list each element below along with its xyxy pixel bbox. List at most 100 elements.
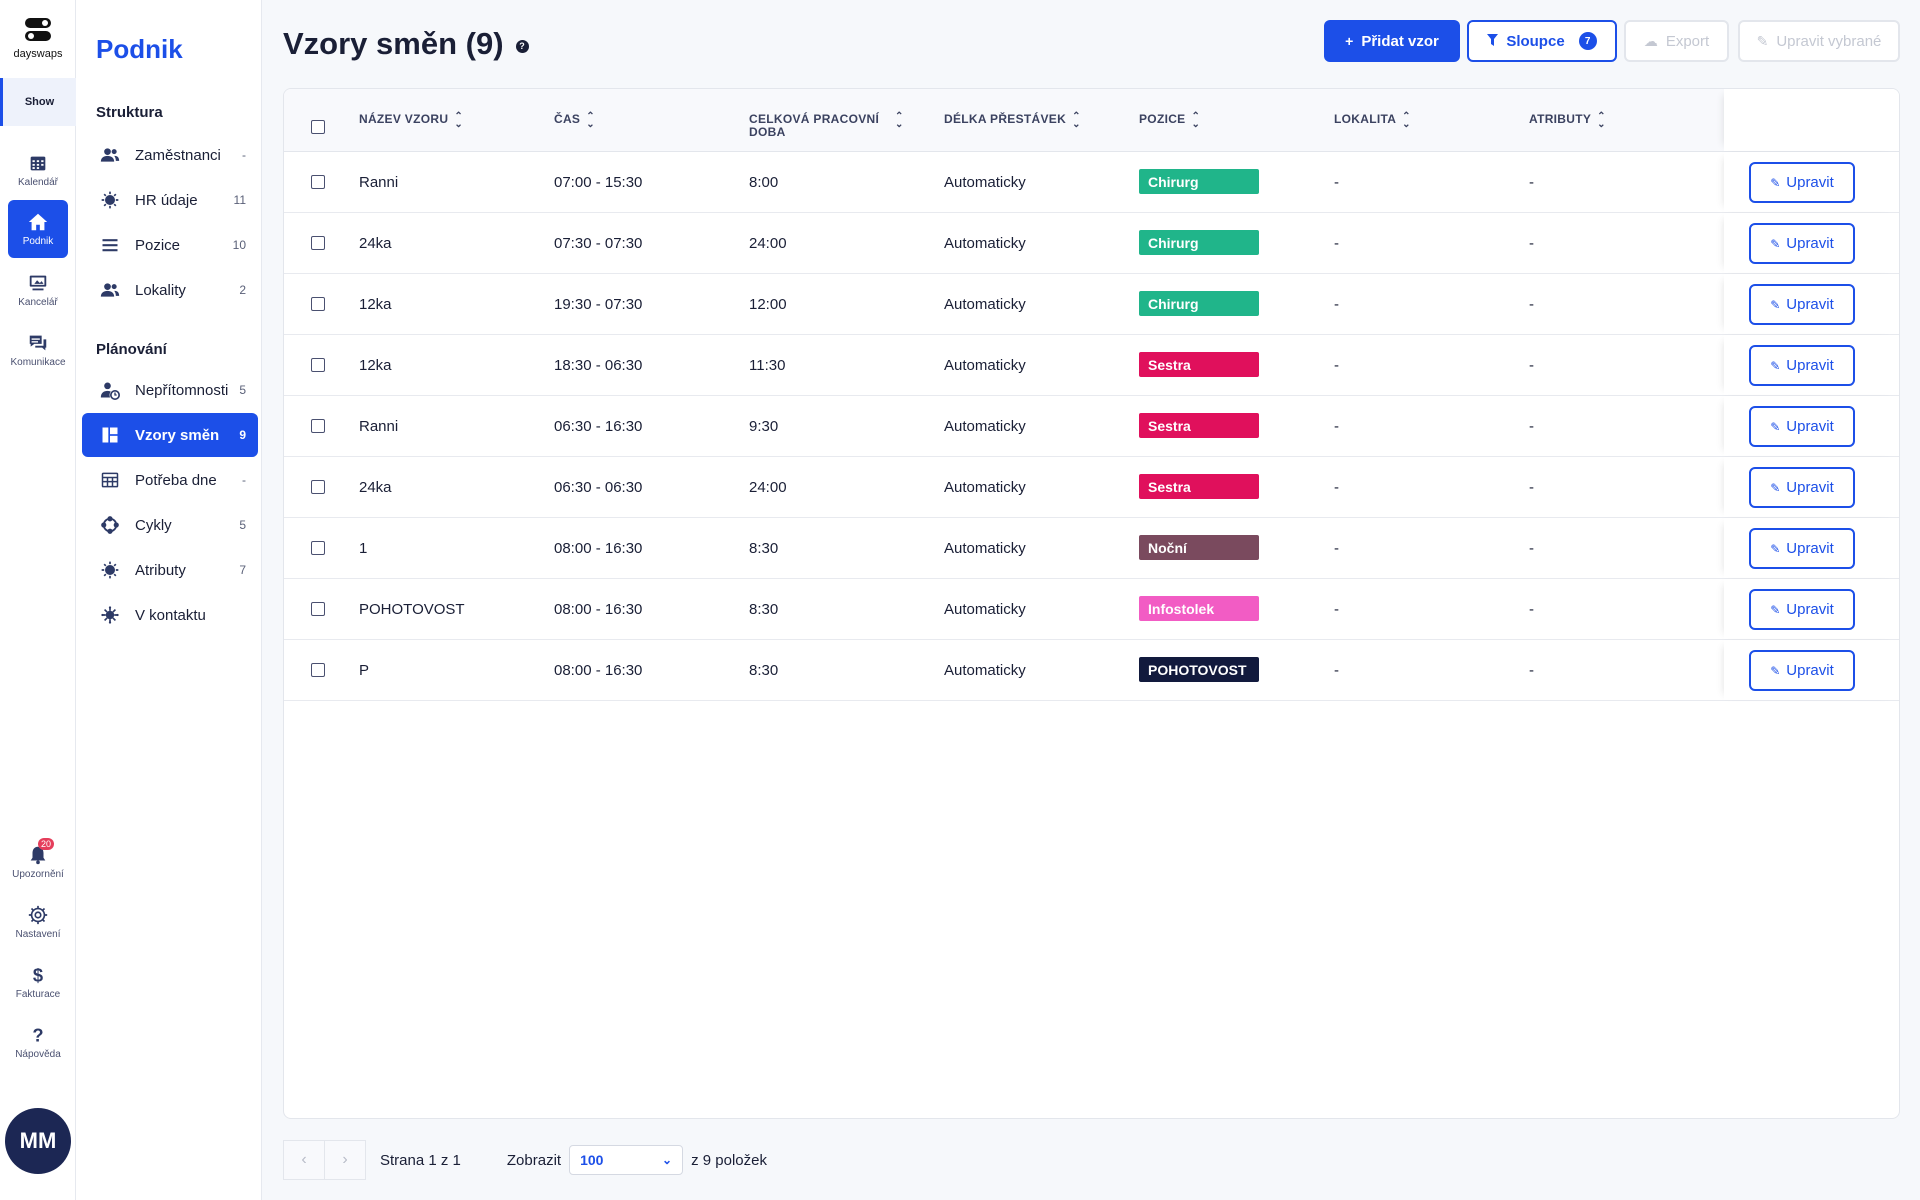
chevron-down-icon: ⌄: [662, 1153, 673, 1167]
columns-label: Sloupce: [1506, 32, 1565, 50]
user-avatar[interactable]: MM: [5, 1108, 71, 1174]
row-checkbox[interactable]: [311, 358, 325, 372]
edit-icon: ✎: [1770, 602, 1781, 617]
column-header-label: ČAS: [554, 112, 581, 126]
cell-attributes: -: [1529, 662, 1534, 679]
rail-item-billing[interactable]: $ Fakturace: [8, 954, 68, 1010]
column-header-name[interactable]: NÁZEV VZORU ⌃ ⌄: [359, 112, 463, 130]
rail-item-notifications[interactable]: 20 Upozornění: [8, 834, 68, 890]
edit-icon: ✎: [1770, 419, 1781, 434]
column-header-break[interactable]: DÉLKA PŘESTÁVEK ⌃ ⌄: [944, 112, 1081, 130]
column-header-label: NÁZEV VZORU: [359, 112, 449, 126]
column-header-total[interactable]: CELKOVÁ PRACOVNÍ DOBA ⌃ ⌄: [749, 112, 919, 139]
sidebar-item-cycles[interactable]: Cykly 5: [82, 503, 258, 547]
sidebar-item-shift-templates[interactable]: Vzory směn 9: [82, 413, 258, 457]
row-checkbox[interactable]: [311, 541, 325, 555]
home-icon: [28, 213, 48, 231]
prev-page-button[interactable]: ‹: [283, 1140, 325, 1180]
per-page-select[interactable]: 100 ⌄: [569, 1145, 684, 1175]
app-logo[interactable]: dayswaps: [0, 18, 76, 60]
column-header-time[interactable]: ČAS ⌃ ⌄: [554, 111, 595, 130]
sidebar-item-hr-data[interactable]: HR údaje 11: [82, 178, 258, 222]
column-header-label: CELKOVÁ PRACOVNÍ DOBA: [749, 112, 880, 139]
cell-total: 9:30: [749, 418, 779, 435]
cell-break: Automaticky: [944, 418, 1026, 435]
position-tag: Noční: [1139, 535, 1259, 560]
question-icon: ?: [32, 1024, 43, 1045]
edit-button[interactable]: ✎ Upravit: [1749, 345, 1855, 386]
rail-item-label: Nápověda: [15, 1049, 61, 1060]
position-tag: Chirurg: [1139, 169, 1259, 194]
table-row: 12ka 19:30 - 07:30 12:00 Automaticky Chirurg…: [284, 274, 1899, 335]
columns-count-badge: 7: [1578, 32, 1597, 50]
cell-total: 8:30: [749, 662, 779, 679]
rail-item-label: Komunikace: [10, 357, 66, 368]
logo-text: dayswaps: [13, 48, 63, 60]
edit-button[interactable]: ✎ Upravit: [1749, 406, 1855, 447]
svg-text:$: $: [33, 964, 43, 985]
per-page-value: 100: [580, 1152, 604, 1168]
edit-icon: ✎: [1770, 297, 1781, 312]
sort-icon: ⌃ ⌄: [1597, 111, 1606, 130]
cell-name: P: [359, 662, 370, 679]
edit-button[interactable]: ✎ Upravit: [1749, 650, 1855, 691]
column-header-position[interactable]: POZICE ⌃ ⌄: [1139, 112, 1200, 130]
column-header-location[interactable]: LOKALITA ⌃ ⌄: [1334, 112, 1411, 130]
sidebar-item-locations[interactable]: Lokality 2: [82, 268, 258, 312]
cell-total: 24:00: [749, 235, 787, 252]
row-checkbox[interactable]: [311, 175, 325, 189]
table-row: 24ka 06:30 - 06:30 24:00 Automaticky Sestra -…: [284, 457, 1899, 518]
cell-location: -: [1334, 357, 1339, 374]
cell-location: -: [1334, 601, 1339, 618]
select-all-checkbox[interactable]: [311, 120, 325, 134]
edit-button[interactable]: ✎ Upravit: [1749, 467, 1855, 508]
row-checkbox[interactable]: [311, 663, 325, 677]
add-template-button[interactable]: + Přidat vzor: [1324, 20, 1460, 62]
cell-break: Automaticky: [944, 479, 1026, 496]
rail-item-communication[interactable]: Komunikace: [8, 322, 68, 378]
actions-cell: ✎ Upravit: [1724, 396, 1899, 456]
sidebar-item-daily-need[interactable]: Potřeba dne -: [82, 458, 258, 502]
export-button[interactable]: ☁ Export: [1624, 20, 1729, 62]
sidebar-item-employees[interactable]: Zaměstnanci -: [82, 133, 258, 177]
rail-item-help[interactable]: ? Nápověda: [8, 1014, 68, 1070]
row-checkbox[interactable]: [311, 602, 325, 616]
row-checkbox[interactable]: [311, 480, 325, 494]
add-template-label: Přidat vzor: [1361, 32, 1439, 50]
sidebar-item-attributes[interactable]: Atributy 7: [82, 548, 258, 592]
sidebar-item-positions[interactable]: Pozice 10: [82, 223, 258, 267]
table-row: Ranni 07:00 - 15:30 8:00 Automaticky Chirurg…: [284, 152, 1899, 213]
rail-item-settings[interactable]: Nastavení: [8, 894, 68, 950]
row-checkbox[interactable]: [311, 419, 325, 433]
actions-cell: ✎ Upravit: [1724, 274, 1899, 334]
position-tag: Sestra: [1139, 352, 1259, 377]
columns-button[interactable]: Sloupce 7: [1467, 20, 1617, 62]
edit-button[interactable]: ✎ Upravit: [1749, 223, 1855, 264]
cell-total: 24:00: [749, 479, 787, 496]
sort-icon: ⌃ ⌄: [586, 111, 595, 130]
sidebar-item-contact[interactable]: V kontaktu: [82, 593, 258, 637]
help-icon[interactable]: ?: [515, 39, 529, 53]
sidebar-item-label: Pozice: [135, 236, 181, 254]
cell-break: Automaticky: [944, 357, 1026, 374]
row-checkbox[interactable]: [311, 236, 325, 250]
rail-show-toggle[interactable]: Show: [0, 78, 76, 126]
column-header-attributes[interactable]: ATRIBUTY ⌃ ⌄: [1529, 111, 1606, 130]
edit-button[interactable]: ✎ Upravit: [1749, 284, 1855, 325]
row-checkbox[interactable]: [311, 297, 325, 311]
secondary-sidebar: Podnik Struktura Zaměstnanci - HR údaje …: [76, 0, 262, 1200]
edit-button[interactable]: ✎ Upravit: [1749, 162, 1855, 203]
plus-icon: +: [1345, 33, 1354, 49]
rail-item-calendar[interactable]: Kalendář: [8, 142, 68, 198]
edit-button[interactable]: ✎ Upravit: [1749, 589, 1855, 630]
edit-button[interactable]: ✎ Upravit: [1749, 528, 1855, 569]
rail-item-podnik[interactable]: Podnik: [8, 200, 68, 258]
next-page-button[interactable]: ›: [324, 1140, 366, 1180]
rail-item-office[interactable]: Kancelář: [8, 262, 68, 318]
cell-attributes: -: [1529, 601, 1534, 618]
edit-icon: ✎: [1770, 175, 1781, 190]
edit-selected-button[interactable]: ✎ Upravit vybrané: [1738, 20, 1900, 62]
sidebar-item-label: V kontaktu: [135, 606, 206, 624]
sidebar-item-count: -: [242, 473, 246, 487]
sidebar-item-absences[interactable]: Nepřítomnosti 5: [82, 368, 258, 412]
